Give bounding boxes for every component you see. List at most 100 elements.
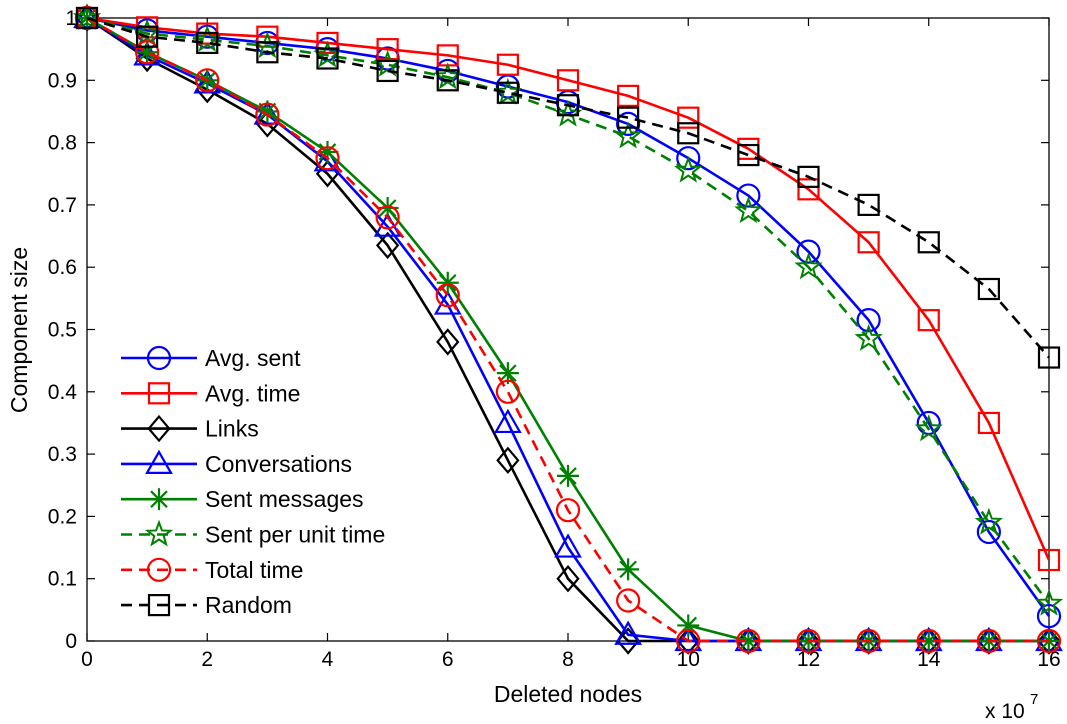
data-point	[617, 106, 640, 129]
data-point	[616, 627, 640, 655]
data-point	[857, 231, 880, 254]
data-point	[677, 122, 700, 145]
data-point	[736, 183, 761, 208]
data-point	[196, 31, 219, 55]
data-point	[313, 147, 342, 172]
data-point	[856, 628, 881, 654]
data-point	[1037, 346, 1061, 369]
marker-stroke	[499, 364, 517, 382]
data-point	[1037, 548, 1061, 572]
data-point	[794, 252, 823, 280]
y-tick-label: 0	[65, 630, 77, 653]
x-tick-label: 12	[797, 648, 820, 671]
data-point	[553, 99, 583, 127]
data-point	[72, 3, 102, 31]
data-point	[193, 24, 222, 52]
axis-titles: Deleted nodes Component size x 10 7	[6, 247, 1038, 723]
legend-item: Avg. sent	[121, 345, 301, 371]
series-layer	[72, 3, 1064, 655]
data-point	[976, 628, 1001, 654]
data-point	[914, 414, 943, 442]
data-point	[373, 212, 402, 237]
data-point	[495, 379, 520, 404]
data-point	[677, 106, 700, 129]
data-point	[556, 69, 580, 92]
legend-marker	[147, 382, 171, 405]
legend-label: Avg. sent	[205, 345, 301, 371]
data-point	[376, 59, 399, 83]
legend-item: Sent messages	[121, 486, 364, 512]
series-line	[86, 16, 1051, 561]
legend-item: Sent per unit time	[121, 519, 385, 548]
marker-stroke	[378, 199, 397, 217]
data-point	[555, 498, 581, 523]
y-tick-label: 0.8	[48, 132, 77, 155]
legend-label: Conversations	[205, 451, 352, 477]
data-point	[496, 53, 519, 76]
y-tick-label: 0.2	[48, 505, 77, 528]
data-point	[496, 81, 519, 104]
data-point	[193, 69, 222, 94]
y-tick-label: 0.7	[48, 194, 77, 217]
legend-item: Random	[121, 592, 292, 618]
data-point	[857, 193, 880, 216]
data-point	[253, 100, 282, 125]
y-tick-label: 0.6	[48, 256, 77, 279]
legend-marker	[147, 593, 171, 617]
y-tick-label: 0.3	[48, 443, 77, 466]
data-point	[375, 231, 400, 260]
data-point	[436, 271, 459, 294]
legend: Avg. sent Avg. time Links Conversations Sent…	[121, 345, 385, 618]
marker-stroke	[559, 467, 577, 485]
data-point	[854, 323, 883, 351]
y-tick-label: 0.9	[48, 69, 77, 92]
data-point	[856, 308, 881, 333]
data-point	[613, 121, 643, 149]
legend-marker	[147, 414, 171, 443]
data-point	[977, 277, 1000, 301]
data-point	[316, 47, 339, 70]
data-point	[617, 558, 640, 581]
y-tick-label: 0.4	[48, 381, 78, 404]
data-point	[132, 18, 162, 46]
data-point	[556, 565, 580, 593]
legend-label: Total time	[205, 557, 303, 583]
data-point	[796, 239, 821, 264]
data-point	[136, 25, 159, 48]
data-point	[75, 6, 99, 30]
data-point	[433, 62, 462, 90]
legend-marker	[146, 557, 172, 582]
x-tick-label: 8	[562, 648, 574, 671]
data-point	[797, 165, 820, 188]
data-point	[375, 205, 400, 230]
y-tick-label: 1	[65, 7, 77, 30]
legend-label: Links	[205, 416, 259, 442]
data-point	[557, 464, 579, 487]
series-line	[86, 16, 1050, 359]
marker-stroke	[150, 490, 168, 508]
data-point	[674, 155, 703, 183]
legend-label: Sent messages	[205, 486, 364, 512]
x-tick-label: 10	[677, 648, 700, 671]
data-point	[195, 68, 220, 93]
data-point	[737, 143, 760, 167]
x-tick-label: 2	[201, 648, 213, 671]
data-point	[436, 328, 460, 356]
x-multiplier-label: x 10	[985, 700, 1025, 723]
data-point	[1036, 628, 1062, 654]
data-point	[977, 411, 1000, 435]
legend-marker	[145, 449, 173, 474]
data-point	[917, 231, 940, 254]
data-point	[676, 628, 701, 654]
data-point	[974, 507, 1004, 535]
legend-label: Avg. time	[205, 380, 300, 406]
data-point	[315, 146, 340, 171]
data-point	[255, 102, 280, 127]
x-tick-label: 14	[917, 648, 941, 671]
data-point	[917, 309, 940, 332]
data-point	[736, 628, 761, 654]
legend-item: Total time	[121, 557, 303, 583]
data-point	[436, 69, 459, 92]
marker-stroke	[919, 632, 938, 650]
y-axis-label: Component size	[6, 247, 32, 413]
